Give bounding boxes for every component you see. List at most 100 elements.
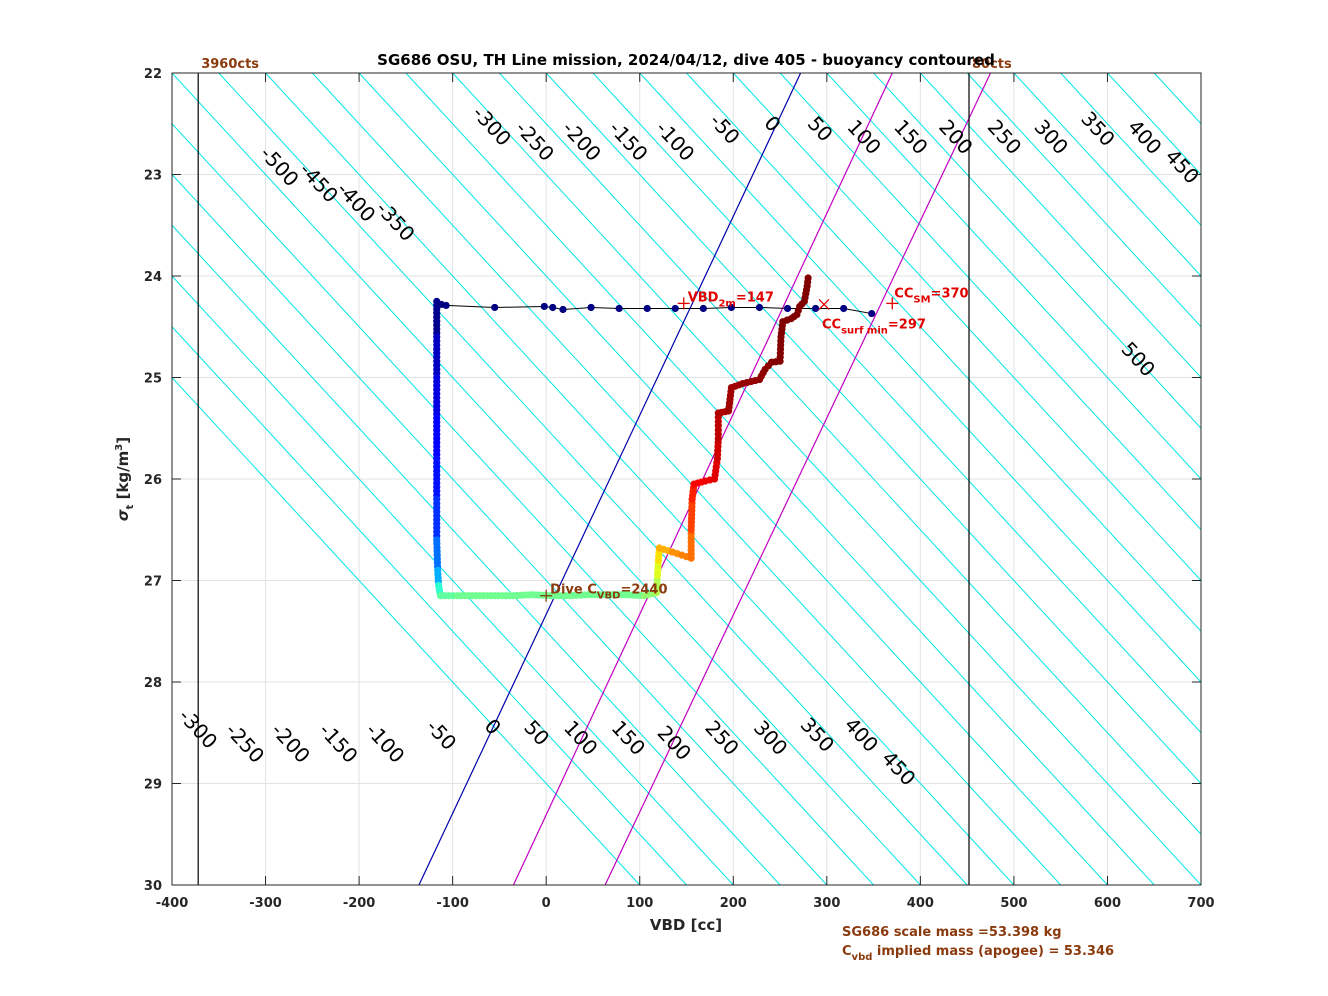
marker-label: CCsurf min=297 [822, 317, 926, 336]
contour-line [172, 173, 828, 885]
contour-line [172, 73, 921, 885]
contour-line [779, 73, 1201, 531]
climb-point [442, 301, 450, 310]
climb-point [755, 303, 764, 312]
marker-label-main: VBD [688, 290, 719, 305]
data-series [433, 274, 876, 600]
x-tick-label: 100 [626, 896, 653, 911]
contour-line [172, 224, 781, 885]
contour-line [1200, 73, 1201, 74]
contour-line [732, 73, 1201, 582]
climb-point [840, 304, 848, 313]
y-label-unit: [kg/m [114, 451, 132, 505]
marker-label-sub: SM [913, 294, 930, 305]
x-tick-label: 300 [813, 896, 840, 911]
marker-label-sub: surf min [841, 325, 888, 336]
climb-point [491, 303, 499, 312]
y-tick-label: 27 [144, 575, 162, 590]
descent-point [804, 274, 812, 282]
climb-point [540, 302, 548, 311]
marker-label-sub: 2m [718, 298, 735, 309]
y-tick-label: 22 [144, 67, 162, 82]
contour-line [265, 73, 1015, 885]
climb-point [727, 303, 736, 312]
contour-line [592, 73, 1201, 734]
climb-point [699, 304, 707, 313]
marker-label: CCSM=370 [894, 286, 968, 305]
y-tick-label: 23 [144, 169, 162, 184]
climb-point [587, 303, 595, 312]
marker-label-value: =147 [736, 290, 774, 305]
climb-point [671, 304, 679, 313]
climb-point [811, 304, 820, 313]
y-label-end: ] [114, 437, 132, 444]
marker-label-sub: VBD [597, 591, 621, 602]
marker-x [818, 298, 830, 310]
chart-title: SG686 OSU, TH Line mission, 2024/04/12, … [377, 51, 995, 69]
x-tick-label: 600 [1094, 896, 1121, 911]
x-axis-label: VBD [cc] [650, 916, 722, 934]
footer-scale-mass: SG686 scale mass =53.398 kg [842, 925, 1062, 940]
contour-line [919, 73, 1201, 379]
x-tick-label: -200 [343, 896, 376, 911]
y-axis-label: σt [kg/m3] [114, 437, 136, 521]
contour-line [1295, 73, 1328, 885]
y-label-sub: t [125, 504, 136, 509]
marker-label-main: CC [894, 286, 913, 301]
climb-point [868, 309, 876, 318]
footer-implied-mass: Cvbd implied mass (apogee) = 53.346 [842, 944, 1114, 963]
contour-line [1248, 73, 1328, 885]
y-tick-label: 25 [144, 372, 162, 387]
limit-label: 80cts [972, 57, 1012, 72]
marker-label-value: =297 [888, 317, 926, 332]
marker-label-value: =2440 [620, 583, 667, 598]
y-tick-label: 28 [144, 676, 162, 691]
climb-point [615, 304, 623, 313]
contour-line [172, 376, 641, 885]
y-tick-label: 30 [144, 879, 162, 894]
bound-line [604, 73, 992, 885]
x-tick-label: 500 [1000, 896, 1027, 911]
contour-line [1013, 73, 1201, 277]
contour-line [172, 123, 874, 885]
contour-line [545, 73, 1201, 785]
climb-point [783, 304, 792, 313]
contour-line [499, 73, 1201, 835]
x-tick-label: 400 [907, 896, 934, 911]
y-label-sup: 3 [114, 444, 125, 451]
contour-line [172, 275, 734, 885]
contour-line [311, 73, 1062, 885]
marker-label-main: CC [822, 317, 841, 332]
contour-line [639, 73, 1201, 683]
contour-line [966, 73, 1201, 328]
x-tick-label: -100 [436, 896, 469, 911]
x-tick-label: 700 [1187, 896, 1214, 911]
climb-point [643, 304, 651, 313]
y-tick-label: 26 [144, 473, 162, 488]
contour-line [873, 73, 1201, 429]
footer-cvbd-main: C [842, 944, 852, 959]
contour-line [405, 73, 1155, 885]
zero-buoyancy-line [418, 73, 802, 885]
contour-line [218, 73, 968, 885]
footer-cvbd-rest: implied mass (apogee) = 53.346 [872, 944, 1114, 959]
x-tick-label: 0 [542, 896, 551, 911]
y-tick-label: 24 [144, 270, 162, 285]
x-tick-label: -300 [249, 896, 282, 911]
climb-point [549, 303, 557, 312]
buoyancy-contours [172, 73, 1328, 885]
marker-label-value: =370 [931, 286, 969, 301]
contour-line [358, 73, 1108, 885]
contour-line [452, 73, 1201, 885]
contour-line [686, 73, 1201, 632]
marker-label-main: Dive C [550, 583, 597, 598]
y-label-sigma: σ [114, 509, 132, 521]
climb-point [559, 305, 567, 314]
marker-label: Dive CVBD=2440 [550, 583, 667, 602]
contour-line [1060, 73, 1201, 226]
limit-label: 3960cts [201, 57, 259, 72]
footer-cvbd-sub: vbd [852, 952, 873, 963]
marker-label: VBD2m=147 [688, 290, 774, 309]
